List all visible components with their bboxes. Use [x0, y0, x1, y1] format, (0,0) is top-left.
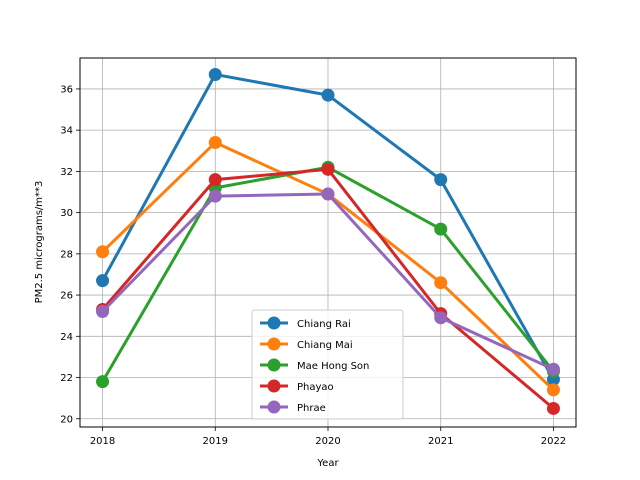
legend-item-chiang-mai: Chiang Mai	[260, 337, 353, 351]
y-axis-label: PM2.5 micrograms/m**3	[34, 181, 45, 304]
data-point-phrae	[546, 362, 560, 376]
series-chiang-rai	[96, 67, 560, 387]
x-tick-label: 2021	[428, 436, 453, 447]
x-axis-label: Year	[316, 458, 339, 469]
y-tick-label: 24	[60, 332, 73, 343]
series-phrae	[96, 187, 560, 376]
data-point-phrae	[208, 189, 222, 203]
data-point-phayao	[208, 173, 222, 187]
legend-label: Chiang Rai	[297, 319, 351, 330]
legend-swatch-marker	[267, 400, 281, 414]
legend-swatch-marker	[267, 379, 281, 393]
data-point-phayao	[321, 162, 335, 176]
y-tick-label: 36	[60, 84, 73, 95]
y-tick-label: 26	[60, 291, 73, 302]
legend-label: Phayao	[297, 382, 334, 393]
y-axis-ticks: 20 22 24 26 28 30 32 34 36	[60, 84, 80, 425]
legend-swatch-marker	[267, 358, 281, 372]
data-point-mae-hong-son	[96, 375, 110, 389]
legend: Chiang Rai Chiang Mai Mae Hong Son Phayao Ph…	[251, 309, 404, 420]
y-tick-label: 28	[60, 249, 73, 260]
x-tick-label: 2018	[90, 436, 115, 447]
y-tick-label: 20	[60, 414, 73, 425]
data-point-phrae	[321, 187, 335, 201]
y-tick-label: 30	[60, 208, 73, 219]
x-tick-label: 2022	[541, 436, 566, 447]
legend-label: Phrae	[297, 403, 326, 414]
legend-item-phrae: Phrae	[260, 400, 326, 414]
legend-swatch-marker	[267, 337, 281, 351]
y-tick-label: 34	[60, 126, 73, 137]
y-tick-label: 22	[60, 373, 73, 384]
y-tick-label: 32	[60, 167, 73, 178]
x-tick-label: 2019	[203, 436, 228, 447]
legend-swatch-marker	[267, 316, 281, 330]
data-point-chiang-mai	[96, 245, 110, 259]
legend-label: Chiang Mai	[297, 340, 353, 351]
data-point-chiang-rai	[434, 173, 448, 187]
legend-item-chiang-rai: Chiang Rai	[260, 316, 351, 330]
data-point-chiang-mai	[434, 276, 448, 290]
data-point-chiang-rai	[96, 274, 110, 288]
data-point-chiang-rai	[321, 88, 335, 102]
data-point-phrae	[96, 305, 110, 319]
x-axis-ticks: 2018 2019 2020 2021 2022	[90, 427, 566, 447]
legend-item-mae-hong-son: Mae Hong Son	[260, 358, 369, 372]
data-point-phayao	[546, 401, 560, 415]
legend-item-phayao: Phayao	[260, 379, 334, 393]
series-layer	[96, 67, 560, 415]
legend-box	[251, 309, 404, 420]
data-point-mae-hong-son	[434, 222, 448, 236]
data-point-phrae	[434, 311, 448, 325]
legend-label: Mae Hong Son	[297, 361, 369, 372]
x-tick-label: 2020	[315, 436, 340, 447]
data-point-chiang-mai	[208, 136, 222, 150]
data-point-chiang-rai	[208, 67, 222, 81]
data-point-chiang-mai	[546, 383, 560, 397]
